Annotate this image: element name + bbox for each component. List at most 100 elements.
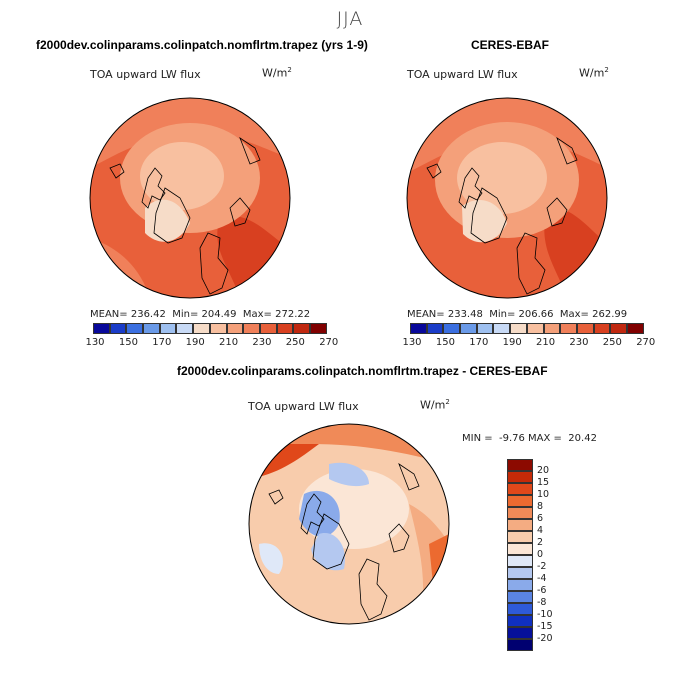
colorbar-tick-label: -15	[537, 621, 553, 632]
colorbar-tick-label: -2	[537, 561, 547, 572]
colorbar-tick-label: 270	[636, 337, 656, 348]
colorbar-tick-label: 190	[502, 337, 522, 348]
colorbar-swatch	[510, 323, 527, 334]
colorbar-swatch	[526, 323, 544, 334]
panel3-map	[248, 423, 450, 625]
colorbar-swatch	[176, 323, 194, 334]
colorbar-swatch	[126, 323, 144, 334]
panel2-colorbar-ticks: 130 150 170 190 210 230 250 270	[400, 337, 658, 348]
colorbar-swatch	[576, 323, 594, 334]
panel3-stats: MIN = -9.76 MAX = 20.42	[462, 433, 597, 444]
colorbar-tick-label: 130	[402, 337, 422, 348]
panel2-stats: MEAN= 233.48 Min= 206.66 Max= 262.99	[407, 309, 628, 320]
colorbar-swatch	[476, 323, 494, 334]
colorbar-tick-label: -8	[537, 597, 547, 608]
colorbar-tick-label: 2	[537, 537, 544, 548]
panel1-map	[89, 97, 291, 299]
colorbar-swatch	[543, 323, 561, 334]
colorbar-swatch	[243, 323, 260, 334]
panel2-title: CERES-EBAF	[471, 38, 550, 52]
panel2-units: W/m2	[579, 66, 609, 80]
colorbar-swatch	[507, 519, 533, 531]
panel3-field	[249, 424, 449, 624]
panel3-coastlines	[268, 462, 420, 621]
colorbar-swatch	[507, 591, 533, 603]
colorbar-swatch	[507, 543, 533, 555]
colorbar-tick-label: 250	[285, 337, 305, 348]
colorbar-swatch	[309, 323, 327, 334]
panel1-colorbar	[93, 323, 327, 334]
panel2-variable: TOA upward LW flux	[407, 68, 518, 81]
colorbar-swatch	[93, 323, 110, 334]
panel2-colorbar	[410, 323, 644, 334]
colorbar-tick-label: 15	[537, 477, 550, 488]
colorbar-tick-label: -20	[537, 633, 553, 644]
colorbar-tick-label: -6	[537, 585, 547, 596]
panel2-coastlines	[426, 136, 578, 295]
colorbar-tick-label: 170	[469, 337, 489, 348]
panel2-field	[407, 98, 607, 298]
colorbar-tick-label: 150	[118, 337, 138, 348]
panel1-units: W/m2	[262, 66, 292, 80]
panel3-colorbar	[507, 459, 533, 651]
colorbar-swatch	[507, 555, 533, 567]
colorbar-tick-label: -10	[537, 609, 553, 620]
colorbar-tick-label: 190	[185, 337, 205, 348]
colorbar-tick-label: 210	[536, 337, 556, 348]
colorbar-swatch	[507, 603, 533, 615]
panel1-title: f2000dev.colinparams.colinpatch.nomflrtm…	[36, 38, 368, 52]
colorbar-swatch	[626, 323, 644, 334]
colorbar-swatch	[560, 323, 577, 334]
colorbar-swatch	[293, 323, 310, 334]
colorbar-tick-label: 6	[537, 513, 544, 524]
colorbar-tick-label: 270	[319, 337, 339, 348]
panel3-units: W/m2	[420, 398, 450, 412]
colorbar-tick-label: 150	[435, 337, 455, 348]
colorbar-swatch	[507, 615, 533, 627]
colorbar-tick-label: 4	[537, 525, 544, 536]
colorbar-swatch	[276, 323, 294, 334]
colorbar-tick-label: 170	[152, 337, 172, 348]
colorbar-swatch	[193, 323, 210, 334]
colorbar-swatch	[507, 459, 533, 471]
colorbar-tick-label: 10	[537, 489, 550, 500]
colorbar-swatch	[507, 507, 533, 519]
colorbar-tick-label: 0	[537, 549, 544, 560]
panel3-variable: TOA upward LW flux	[248, 400, 359, 413]
colorbar-swatch	[460, 323, 477, 334]
colorbar-swatch	[507, 567, 533, 579]
panel1-coastlines	[109, 136, 261, 295]
colorbar-swatch	[426, 323, 444, 334]
colorbar-tick-label: 210	[219, 337, 239, 348]
panel1-stats: MEAN= 236.42 Min= 204.49 Max= 272.22	[90, 309, 311, 320]
colorbar-swatch	[507, 639, 533, 651]
colorbar-swatch	[209, 323, 227, 334]
colorbar-swatch	[143, 323, 160, 334]
colorbar-swatch	[507, 627, 533, 639]
panel3-colorbar-ticks: 20 15 10 8 6 4 2 0 -2 -4 -6 -8 -10 -15 -20	[537, 465, 553, 645]
colorbar-swatch	[109, 323, 127, 334]
colorbar-swatch	[259, 323, 277, 334]
colorbar-swatch	[507, 531, 533, 543]
colorbar-tick-label: 8	[537, 501, 544, 512]
colorbar-tick-label: -4	[537, 573, 547, 584]
colorbar-swatch	[507, 483, 533, 495]
colorbar-swatch	[593, 323, 611, 334]
colorbar-swatch	[159, 323, 177, 334]
colorbar-swatch	[610, 323, 627, 334]
colorbar-swatch	[507, 579, 533, 591]
panel1-variable: TOA upward LW flux	[90, 68, 201, 81]
panel1-colorbar-ticks: 130 150 170 190 210 230 250 270	[83, 337, 341, 348]
colorbar-swatch	[507, 471, 533, 483]
colorbar-tick-label: 250	[602, 337, 622, 348]
colorbar-swatch	[226, 323, 244, 334]
colorbar-tick-label: 230	[252, 337, 272, 348]
colorbar-tick-label: 20	[537, 465, 550, 476]
colorbar-swatch	[507, 495, 533, 507]
colorbar-tick-label: 130	[85, 337, 105, 348]
panel2-map	[406, 97, 608, 299]
colorbar-swatch	[410, 323, 427, 334]
colorbar-swatch	[443, 323, 461, 334]
panel3-title: f2000dev.colinparams.colinpatch.nomflrtm…	[177, 364, 548, 378]
figure-title: JJA	[336, 8, 364, 30]
